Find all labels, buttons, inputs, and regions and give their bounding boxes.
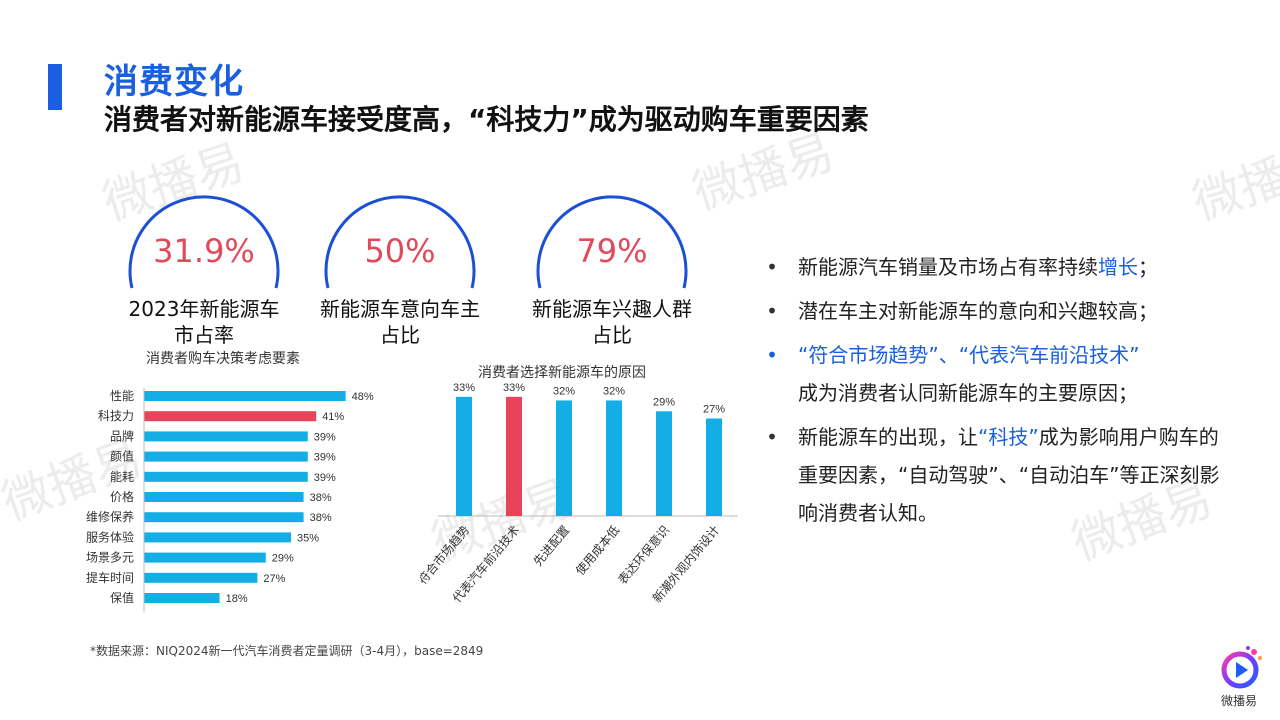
bullet-dot-icon: •	[766, 343, 778, 367]
page-title: 消费变化	[104, 62, 244, 102]
hbar-bar	[144, 471, 308, 482]
vbar-value-label: 29%	[653, 396, 675, 408]
hbar-value-label: 39%	[314, 452, 336, 464]
stat-label: 新能源车意向车主 占比	[280, 296, 520, 348]
title-accent-bar	[48, 64, 62, 110]
vbar-bar	[506, 396, 522, 516]
hbar-category-label: 价格	[110, 489, 134, 504]
bullet-dot-icon: •	[766, 425, 778, 449]
hbar-category-label: 性能	[110, 389, 134, 403]
vbar-chart-title: 消费者选择新能源车的原因	[478, 365, 646, 381]
bullet-text: 成为消费者认同新能源车的主要原因；	[798, 381, 1138, 405]
hbar-bar	[144, 431, 308, 442]
vbar-value-label: 32%	[553, 385, 575, 397]
hbar-bar	[144, 532, 291, 543]
vbar-value-label: 33%	[503, 382, 525, 394]
bullet-item: • “符合市场趋势”、“代表汽车前沿技术” 成为消费者认同新能源车的主要原因；	[764, 336, 1224, 412]
hbar-value-label: 27%	[263, 573, 285, 585]
hbar-category-label: 保值	[110, 590, 134, 605]
ring-arc	[536, 195, 688, 289]
bullet-dot-icon: •	[766, 255, 778, 279]
bullet-item: • 潜在车主对新能源车的意向和兴趣较高；	[764, 292, 1224, 330]
vbar-value-label: 32%	[603, 385, 625, 397]
vbar-category-label: 表达环保意识	[615, 522, 673, 587]
hbar-bar	[144, 451, 308, 462]
watermark-text: 微播易	[1187, 136, 1280, 231]
hbar-bar	[144, 512, 304, 523]
ring-arc	[324, 195, 476, 289]
hbar-bar	[144, 572, 258, 583]
bullet-text: 成为影响用户购车的重要因素，“自动驾驶”、“自动泊车”等正深刻影响消费者认知。	[798, 425, 1220, 525]
hbar-category-label: 品牌	[110, 429, 134, 443]
vbar-bar	[606, 400, 622, 516]
vbar-bar	[456, 396, 472, 516]
stat-label-line: 占比	[380, 323, 420, 347]
hbar-bar	[144, 391, 346, 401]
hbar-value-label: 38%	[310, 512, 332, 524]
hbar-chart-title: 消费者购车决策考虑要素	[146, 351, 300, 367]
hbar-category-label: 科技力	[98, 409, 134, 423]
brand-logo: 微播易	[1214, 644, 1264, 712]
hbar-value-label: 48%	[352, 391, 374, 403]
vbar-chart: 33%符合市场趋势33%代表汽车前沿技术32%先进配置32%使用成本低29%表达…	[420, 382, 738, 605]
hbar-category-label: 能耗	[110, 470, 134, 484]
bullet-item: • 新能源汽车销量及市场占有率持续增长；	[764, 248, 1224, 286]
hbar-value-label: 29%	[272, 553, 294, 565]
stat-value: 50%	[364, 232, 436, 270]
hbar-value-label: 18%	[226, 593, 248, 605]
hbar-bar	[144, 552, 266, 563]
logo-text: 微播易	[1220, 694, 1257, 708]
stat-label-line: 占比	[592, 323, 632, 347]
vbar-category-label: 符合市场趋势	[420, 522, 472, 587]
hbar-chart: 性能 48% 科技力 41% 品牌 39% 颜值 39% 能耗 39% 价格 38% 维修保养 38% 服务…	[86, 388, 374, 613]
bullet-highlight: “科技”	[978, 425, 1039, 449]
stat-label-line: 新能源车意向车主	[320, 297, 480, 321]
vbar-category-label: 使用成本低	[572, 522, 622, 578]
hbar-category-label: 颜值	[110, 449, 134, 464]
hbar-value-label: 39%	[314, 472, 336, 484]
bullet-dot-icon: •	[766, 299, 778, 323]
hbar-category-label: 维修保养	[86, 509, 134, 524]
hbar-value-label: 38%	[310, 492, 332, 504]
hbar-bar	[144, 593, 220, 603]
hbar-category-label: 提车时间	[86, 570, 134, 585]
vbar-value-label: 33%	[453, 382, 475, 394]
stat-label-line: 2023年新能源车	[128, 297, 280, 321]
hbar-category-label: 服务体验	[86, 529, 134, 544]
play-logo-icon	[1221, 646, 1262, 689]
stat-value: 79%	[576, 232, 648, 270]
bullet-item: • 新能源车的出现，让“科技”成为影响用户购车的重要因素，“自动驾驶”、“自动泊…	[764, 418, 1224, 532]
hbar-category-label: 场景多元	[86, 551, 134, 565]
vbar-bar	[556, 400, 572, 516]
hbar-value-label: 39%	[314, 431, 336, 443]
hbar-value-label: 41%	[322, 411, 344, 423]
hbar-bar	[144, 411, 317, 422]
bullet-highlight: “符合市场趋势”、“代表汽车前沿技术”	[798, 343, 1140, 367]
page-subtitle: 消费者对新能源车接受度高，“科技力”成为驱动购车重要因素	[104, 103, 869, 136]
bullet-text: 潜在车主对新能源车的意向和兴趣较高；	[798, 299, 1158, 323]
stat-value: 31.9%	[153, 232, 255, 270]
vbar-category-label: 先进配置	[531, 523, 573, 569]
bullet-text: 新能源汽车销量及市场占有率持续	[798, 255, 1098, 279]
bullet-list: • 新能源汽车销量及市场占有率持续增长； • 潜在车主对新能源车的意向和兴趣较高…	[764, 248, 1224, 538]
data-source-footnote: *数据来源：NIQ2024新一代汽车消费者定量调研（3-4月），base=284…	[90, 644, 484, 658]
vbar-bar	[656, 411, 672, 516]
hbar-bar	[144, 492, 304, 502]
stat-label: 2023年新能源车 市占率	[84, 296, 324, 348]
bullet-text: 新能源车的出现，让	[798, 425, 978, 449]
ring-arc	[128, 195, 280, 289]
bullet-highlight: 增长	[1098, 255, 1138, 279]
stat-label: 新能源车兴趣人群 占比	[492, 296, 732, 348]
stat-label-line: 新能源车兴趣人群	[532, 297, 692, 321]
vbar-bar	[706, 418, 722, 516]
vbar-value-label: 27%	[703, 404, 725, 416]
bullet-text: ；	[1138, 255, 1158, 279]
stat-label-line: 市占率	[174, 323, 234, 347]
hbar-value-label: 35%	[297, 532, 319, 544]
